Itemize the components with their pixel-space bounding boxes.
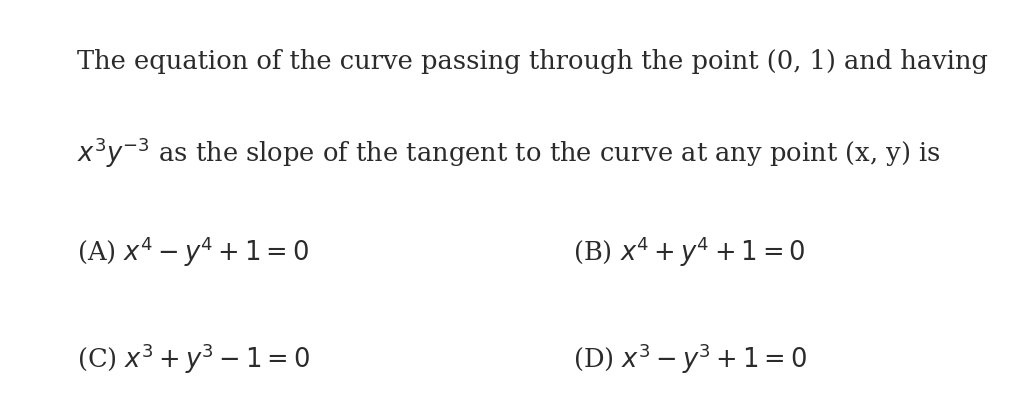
Text: (A) $x^4 - y^4 + 1 = 0$: (A) $x^4 - y^4 + 1 = 0$: [77, 235, 310, 269]
Text: (B) $x^4 + y^4 + 1 = 0$: (B) $x^4 + y^4 + 1 = 0$: [573, 235, 805, 269]
Text: $x^3y^{-3}$ as the slope of the tangent to the curve at any point (x, y) is: $x^3y^{-3}$ as the slope of the tangent …: [77, 136, 941, 171]
Text: (C) $x^3 + y^3 - 1 = 0$: (C) $x^3 + y^3 - 1 = 0$: [77, 342, 311, 377]
Text: (D) $x^3 - y^3 + 1 = 0$: (D) $x^3 - y^3 + 1 = 0$: [573, 342, 807, 377]
Text: The equation of the curve passing through the point (0, 1) and having: The equation of the curve passing throug…: [77, 49, 989, 75]
